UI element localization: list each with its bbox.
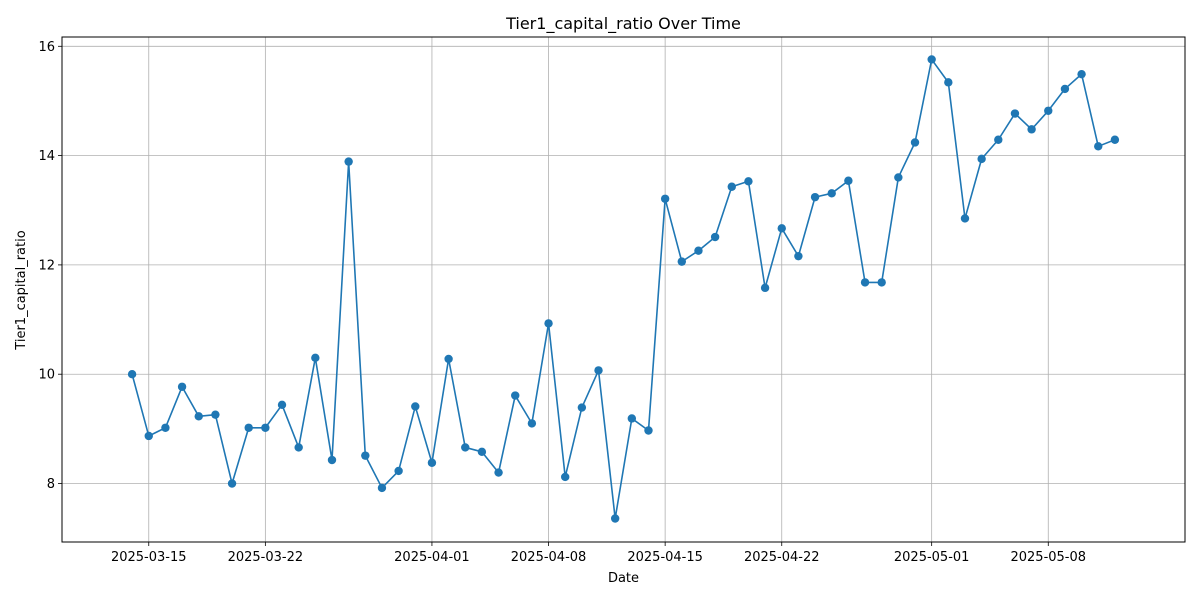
data-point — [211, 410, 220, 419]
data-point — [627, 414, 637, 423]
data-point — [977, 154, 986, 164]
data-point — [127, 370, 137, 379]
data-point — [394, 466, 403, 476]
data-point — [461, 443, 470, 452]
data-point — [1094, 142, 1103, 151]
y-tick-label: 12 — [38, 258, 55, 273]
data-point — [694, 246, 703, 255]
data-point — [960, 214, 970, 223]
data-point — [494, 468, 503, 477]
data-point — [877, 278, 886, 287]
x-tick-label: 2025-04-15 — [627, 550, 703, 565]
data-point — [760, 283, 770, 293]
data-point — [777, 224, 786, 233]
data-point — [1010, 109, 1020, 118]
data-point — [1110, 135, 1120, 144]
chart-title: Tier1_capital_ratio Over Time — [505, 14, 741, 34]
data-point — [144, 431, 153, 441]
data-point — [710, 232, 720, 242]
data-point — [227, 479, 237, 488]
data-point — [577, 403, 587, 412]
data-point — [1077, 69, 1086, 79]
x-tick-label: 2025-03-22 — [228, 550, 304, 565]
data-point — [511, 391, 520, 400]
x-tick-label: 2025-04-08 — [511, 550, 587, 565]
data-point — [860, 278, 870, 287]
data-point — [727, 182, 736, 191]
data-point — [794, 251, 803, 261]
x-tick-label: 2025-04-22 — [744, 550, 820, 565]
x-axis-label: Date — [608, 571, 639, 586]
y-tick-label: 8 — [47, 477, 55, 492]
data-point — [344, 157, 353, 166]
data-point — [1060, 84, 1070, 94]
y-tick-label: 10 — [38, 368, 55, 383]
data-point — [1027, 125, 1036, 134]
data-point — [660, 194, 670, 203]
data-point — [311, 353, 320, 363]
data-point — [610, 514, 620, 523]
data-point — [477, 447, 487, 457]
data-point — [527, 419, 537, 428]
series — [127, 55, 1120, 523]
data-point — [561, 472, 570, 482]
data-point — [744, 177, 753, 186]
y-tick-label: 14 — [38, 149, 55, 164]
data-point — [594, 366, 603, 375]
data-point — [244, 423, 253, 432]
data-point — [194, 412, 203, 421]
data-point — [177, 382, 187, 391]
x-tick-label: 2025-05-08 — [1010, 550, 1086, 565]
data-point — [277, 400, 287, 410]
data-point — [1044, 106, 1053, 115]
data-point — [910, 138, 920, 147]
data-point — [927, 55, 936, 64]
plot-frame — [61, 36, 1186, 543]
y-axis-label: Tier1_capital_ratio — [14, 230, 29, 350]
data-point — [810, 192, 820, 202]
data-point — [677, 257, 686, 266]
data-point — [261, 423, 270, 432]
data-point — [644, 426, 653, 435]
x-tick-label: 2025-04-01 — [394, 550, 470, 565]
data-point — [894, 173, 903, 182]
data-point — [161, 423, 170, 432]
data-point — [444, 354, 453, 364]
x-tick-label: 2025-03-15 — [111, 550, 187, 565]
data-point — [994, 135, 1003, 144]
data-point — [327, 455, 337, 465]
data-point — [427, 458, 437, 467]
data-point — [944, 78, 953, 87]
y-tick-label: 16 — [38, 40, 55, 55]
data-point — [361, 451, 370, 460]
data-point — [377, 483, 387, 493]
data-point — [544, 319, 553, 328]
grid — [62, 37, 1185, 542]
x-tick-label: 2025-05-01 — [894, 550, 970, 565]
data-point — [827, 189, 836, 198]
series-line — [131, 58, 1116, 520]
data-point — [844, 176, 853, 185]
data-point — [294, 443, 303, 452]
data-point — [411, 402, 420, 411]
axis-ticks: 2025-03-15 2025-03-22 2025-04-01 2025-04-08… — [38, 40, 1086, 565]
